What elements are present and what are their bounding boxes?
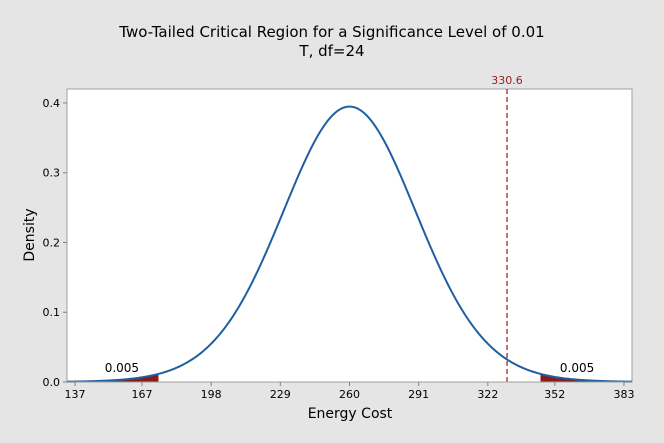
x-axis-label: Energy Cost [308, 406, 393, 422]
y-tick-label: 0.4 [43, 97, 61, 110]
x-tick-label: 291 [408, 388, 429, 401]
x-tick-label: 137 [65, 388, 86, 401]
y-tick-label: 0.1 [43, 306, 61, 319]
chart-subtitle: T, df=24 [298, 42, 364, 60]
x-tick-label: 229 [270, 388, 291, 401]
x-tick-label: 260 [339, 388, 360, 401]
x-tick-label: 167 [131, 388, 152, 401]
y-tick-label: 0.3 [43, 167, 61, 180]
plot-area [66, 88, 633, 383]
y-tick-label: 0.2 [43, 236, 61, 249]
region-area-label-right: 0.005 [560, 361, 594, 375]
x-tick-label: 198 [201, 388, 222, 401]
y-axis-label: Density [22, 208, 38, 261]
critical-region-right [540, 373, 632, 382]
reference-line-group: 330.6 [491, 74, 523, 382]
y-axis: 0.0 0.1 0.2 0.3 0.4 [43, 97, 67, 389]
region-area-label-left: 0.005 [105, 361, 139, 375]
chart-title: Two-Tailed Critical Region for a Signifi… [118, 23, 544, 41]
reference-line-label: 330.6 [491, 74, 523, 87]
x-tick-label: 322 [477, 388, 498, 401]
density-curve [66, 105, 633, 383]
annotations: 0.005 0.005 [105, 361, 595, 375]
y-tick-label: 0.0 [43, 376, 61, 389]
x-tick-label: 383 [613, 388, 634, 401]
x-axis: 137 167 198 229 260 291 322 352 383 [65, 381, 634, 401]
x-tick-label: 352 [544, 388, 565, 401]
critical-region-left [67, 373, 159, 382]
critical-regions [67, 373, 632, 382]
